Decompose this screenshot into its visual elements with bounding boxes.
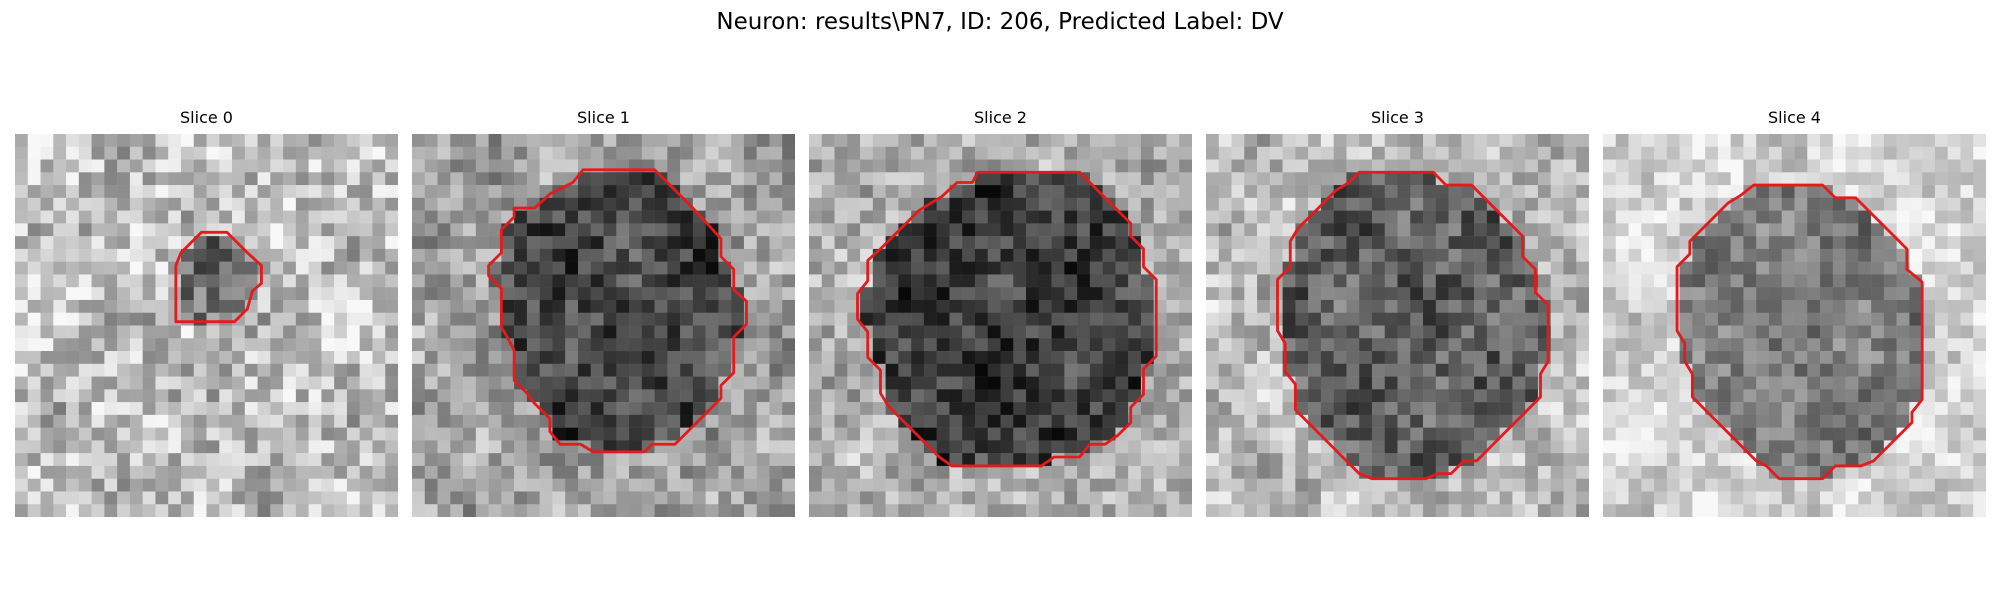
red-contour: [1276, 170, 1550, 481]
pixel-grid: [15, 134, 398, 517]
slice-image: [412, 134, 795, 517]
slice-image: [1206, 134, 1589, 517]
pixel-grid: [1206, 134, 1589, 517]
slice-title: Slice 2: [974, 108, 1027, 127]
slice-title: Slice 1: [577, 108, 630, 127]
red-contour: [856, 170, 1158, 468]
pixel-grid: [1603, 134, 1986, 517]
slice-image: [809, 134, 1192, 517]
slice-image: [1603, 134, 1986, 517]
pixel-grid: [809, 134, 1192, 517]
red-contour: [1675, 183, 1924, 481]
red-contour: [174, 230, 263, 324]
figure-title: Neuron: results\PN7, ID: 206, Predicted …: [716, 9, 1284, 35]
slice-title: Slice 4: [1768, 108, 1821, 127]
slice-title: Slice 0: [180, 108, 233, 127]
slice-image: [15, 134, 398, 517]
pixel-grid: [412, 134, 795, 517]
red-contour: [487, 168, 748, 454]
slice-title: Slice 3: [1371, 108, 1424, 127]
